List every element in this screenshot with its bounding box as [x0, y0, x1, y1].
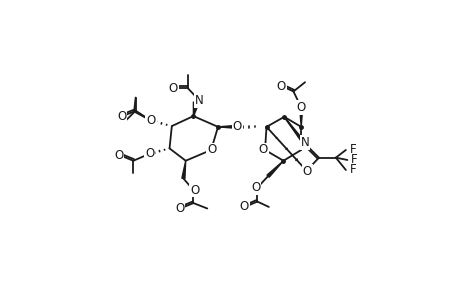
Text: O: O — [232, 120, 241, 134]
Text: O: O — [117, 110, 126, 123]
Text: O: O — [302, 165, 311, 178]
Text: O: O — [145, 147, 154, 160]
Text: O: O — [296, 101, 305, 114]
Text: F: F — [349, 143, 356, 157]
Text: O: O — [258, 143, 268, 157]
Text: O: O — [146, 114, 155, 127]
Text: O: O — [207, 143, 216, 157]
Text: F: F — [349, 164, 356, 176]
Text: O: O — [276, 80, 285, 92]
Text: F: F — [351, 154, 357, 166]
Polygon shape — [299, 108, 302, 127]
Text: O: O — [251, 181, 260, 194]
Text: O: O — [168, 82, 178, 95]
Text: O: O — [239, 200, 248, 213]
Text: N: N — [195, 94, 203, 107]
Polygon shape — [284, 117, 304, 143]
Polygon shape — [218, 125, 237, 128]
Polygon shape — [181, 161, 185, 178]
Polygon shape — [193, 102, 196, 116]
Text: O: O — [190, 184, 199, 196]
Polygon shape — [266, 161, 283, 177]
Text: O: O — [174, 202, 184, 215]
Text: O: O — [114, 149, 123, 162]
Text: N: N — [300, 136, 309, 149]
